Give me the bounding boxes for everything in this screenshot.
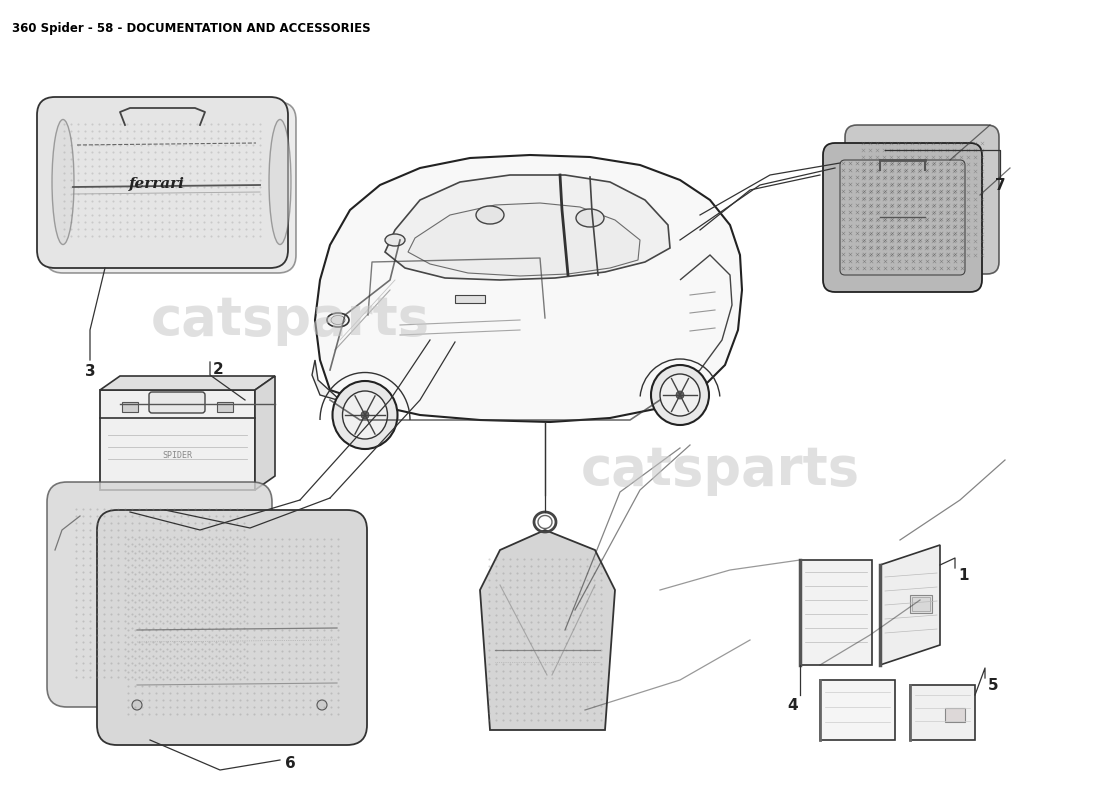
Bar (217, 402, 233, 412)
FancyBboxPatch shape (45, 102, 296, 273)
Text: 2: 2 (213, 362, 223, 378)
Text: 7: 7 (994, 178, 1005, 194)
Text: 5: 5 (988, 678, 999, 694)
Bar (945, 708, 965, 722)
Ellipse shape (332, 381, 397, 449)
Ellipse shape (660, 374, 700, 416)
Ellipse shape (342, 391, 387, 439)
Ellipse shape (270, 119, 292, 245)
Circle shape (361, 411, 368, 419)
Text: 3: 3 (85, 365, 96, 379)
Bar (910, 685, 975, 740)
Polygon shape (100, 376, 275, 390)
Circle shape (317, 700, 327, 710)
Ellipse shape (331, 315, 345, 325)
FancyBboxPatch shape (845, 125, 999, 274)
Bar (122, 402, 138, 412)
Text: SPIDER: SPIDER (162, 450, 192, 459)
Circle shape (132, 700, 142, 710)
Bar (820, 680, 895, 740)
Polygon shape (315, 155, 742, 422)
Polygon shape (880, 545, 940, 665)
Ellipse shape (476, 206, 504, 224)
Text: 360 Spider - 58 - DOCUMENTATION AND ACCESSORIES: 360 Spider - 58 - DOCUMENTATION AND ACCE… (12, 22, 371, 35)
Bar (910, 595, 932, 613)
Text: 1: 1 (958, 569, 968, 583)
Ellipse shape (52, 119, 74, 245)
FancyBboxPatch shape (47, 482, 272, 707)
Ellipse shape (576, 209, 604, 227)
FancyBboxPatch shape (97, 510, 367, 745)
Text: catsparts: catsparts (151, 294, 430, 346)
Text: catsparts: catsparts (581, 444, 859, 496)
Text: ferrari: ferrari (129, 177, 185, 191)
Polygon shape (255, 376, 275, 490)
Ellipse shape (327, 313, 349, 327)
Ellipse shape (385, 234, 405, 246)
Polygon shape (312, 360, 365, 408)
Polygon shape (385, 175, 670, 280)
Polygon shape (408, 203, 640, 276)
Bar (455, 295, 485, 303)
FancyBboxPatch shape (37, 97, 288, 268)
Polygon shape (480, 530, 615, 730)
Text: 6: 6 (285, 755, 296, 770)
Ellipse shape (651, 365, 710, 425)
Circle shape (676, 391, 684, 399)
FancyBboxPatch shape (823, 143, 982, 292)
FancyBboxPatch shape (148, 392, 205, 413)
Bar (800, 560, 872, 665)
Bar (100, 390, 255, 490)
Text: 4: 4 (788, 698, 798, 713)
Bar (912, 597, 930, 611)
